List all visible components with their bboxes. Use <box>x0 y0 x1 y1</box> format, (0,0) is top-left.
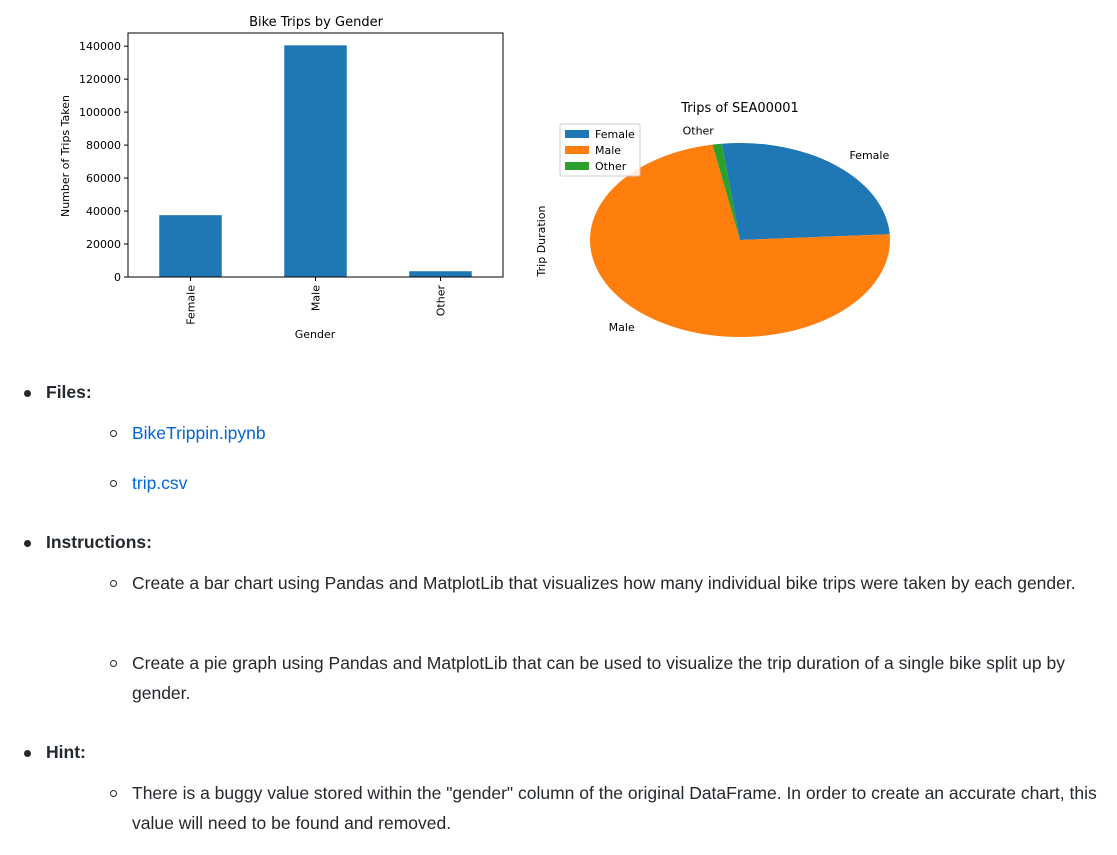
pie-chart-title: Trips of SEA00001 <box>680 101 799 116</box>
bar-chart-title: Bike Trips by Gender <box>249 15 384 30</box>
bar-female <box>159 215 222 277</box>
list-item: BikeTrippin.ipynb <box>46 418 1117 468</box>
x-tick-label: Other <box>435 285 448 317</box>
section-list: Files: BikeTrippin.ipynb trip.csv Instru… <box>0 368 1117 838</box>
legend-label: Female <box>595 128 635 141</box>
instructions-list: Create a bar chart using Pandas and Matp… <box>46 568 1117 728</box>
pie-label: Male <box>609 321 635 334</box>
bullet-icon <box>24 540 31 547</box>
pie-legend: Female Male Other <box>559 123 641 177</box>
pie-label: Other <box>683 125 715 138</box>
y-tick-label: 80000 <box>86 139 121 152</box>
file-link-notebook[interactable]: BikeTrippin.ipynb <box>132 423 266 443</box>
bar-other <box>409 271 472 277</box>
y-tick-label: 100000 <box>79 106 121 119</box>
circle-bullet-icon <box>110 430 117 437</box>
hint-section: Hint: There is a buggy value stored with… <box>0 728 1117 838</box>
y-tick-label: 60000 <box>86 172 121 185</box>
pie-slice-other <box>712 143 740 240</box>
pie-slice-female <box>721 143 890 240</box>
x-tick-label: Female <box>185 285 198 325</box>
list-item: Create a pie graph using Pandas and Matp… <box>46 648 1117 728</box>
y-tick-label: 0 <box>114 271 121 284</box>
pie-chart: Trips of SEA00001 Trip Duration Female Ma… <box>535 101 890 337</box>
instructions-section: Instructions: Create a bar chart using P… <box>0 518 1117 728</box>
legend-label: Other <box>595 160 627 173</box>
list-item: trip.csv <box>46 468 1117 518</box>
legend-swatch <box>565 146 589 154</box>
y-tick-label: 120000 <box>79 73 121 86</box>
pie-labels: Female Male Other <box>609 125 890 334</box>
y-axis-ticks: 0 20000 40000 60000 80000 100000 120000 140000 <box>79 40 128 284</box>
bar-chart: Bike Trips by Gender 0 20000 40000 60000 800… <box>59 15 504 341</box>
y-tick-label: 40000 <box>86 205 121 218</box>
list-item: There is a buggy value stored within the… <box>46 778 1117 838</box>
hint-text: There is a buggy value stored within the… <box>132 783 1097 833</box>
x-axis-ticks: Female Male Other <box>185 277 448 325</box>
bullet-icon <box>24 390 31 397</box>
circle-bullet-icon <box>110 660 117 667</box>
bars <box>159 45 472 277</box>
legend-swatch <box>565 130 589 138</box>
files-heading: Files: <box>46 382 92 402</box>
circle-bullet-icon <box>110 580 117 587</box>
files-list: BikeTrippin.ipynb trip.csv <box>46 418 1117 518</box>
circle-bullet-icon <box>110 480 117 487</box>
instruction-text: Create a bar chart using Pandas and Matp… <box>132 573 1076 593</box>
legend-swatch <box>565 162 589 170</box>
circle-bullet-icon <box>110 790 117 797</box>
x-axis-label: Gender <box>295 328 336 341</box>
x-tick-label: Male <box>310 285 323 311</box>
instruction-text: Create a pie graph using Pandas and Matp… <box>132 653 1065 703</box>
hint-heading: Hint: <box>46 742 86 762</box>
bar-male <box>284 45 347 277</box>
instructions-heading: Instructions: <box>46 532 152 552</box>
list-item: Create a bar chart using Pandas and Matp… <box>46 568 1117 648</box>
files-section: Files: BikeTrippin.ipynb trip.csv <box>0 368 1117 518</box>
pie-label: Female <box>849 149 889 162</box>
pie-y-label: Trip Duration <box>535 206 548 278</box>
bullet-icon <box>24 750 31 757</box>
y-tick-label: 140000 <box>79 40 121 53</box>
file-link-csv[interactable]: trip.csv <box>132 473 188 493</box>
pie-slice-male <box>590 144 890 337</box>
hint-list: There is a buggy value stored within the… <box>46 778 1117 838</box>
legend-label: Male <box>595 144 621 157</box>
y-tick-label: 20000 <box>86 238 121 251</box>
y-axis-label: Number of Trips Taken <box>59 95 72 217</box>
pie-slices <box>590 143 890 337</box>
readme-content: Files: BikeTrippin.ipynb trip.csv Instru… <box>0 368 1117 838</box>
